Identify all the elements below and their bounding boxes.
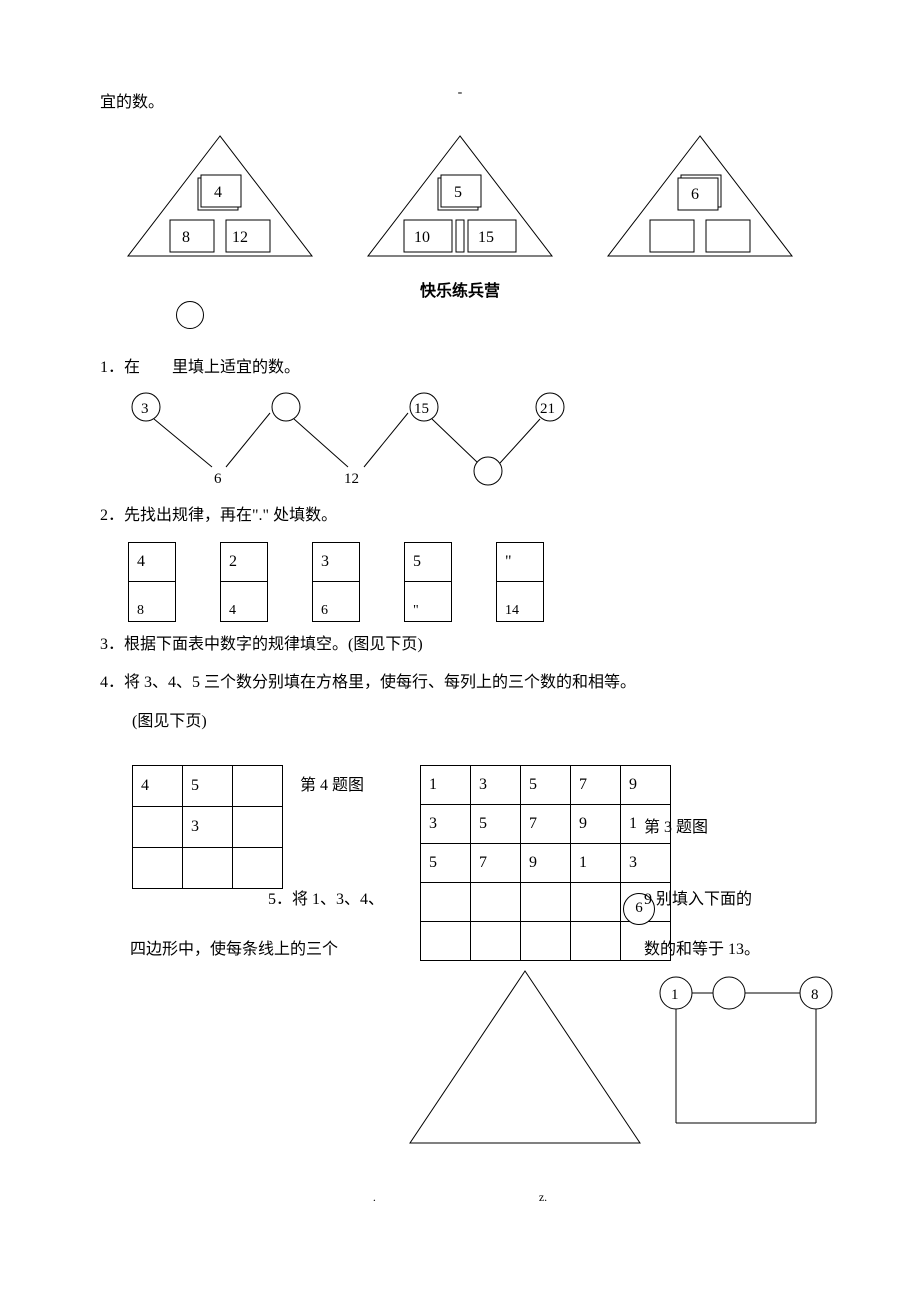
tri3-top: 6 <box>691 186 699 203</box>
q2-top: 3 <box>312 542 360 582</box>
big-triangle-icon <box>400 963 650 1153</box>
cell: 9 <box>621 765 671 804</box>
q5-line2b: 数的和等于 13。 <box>644 935 760 959</box>
cell <box>233 765 283 806</box>
cell: 7 <box>571 765 621 804</box>
cell <box>421 882 471 921</box>
section-title: 快乐练兵营 <box>100 277 820 301</box>
q2-top: 2 <box>220 542 268 582</box>
q2-text: 2．先找出规律，再在"." 处填数。 <box>100 501 820 531</box>
q4-grid: 45 3 <box>132 765 283 889</box>
q2-top: " <box>496 542 544 582</box>
q1-b2: 12 <box>344 471 359 487</box>
cell: 5 <box>471 804 521 843</box>
cell: 5 <box>183 765 233 806</box>
q2-box: 5 " <box>404 542 452 622</box>
q3-text: 3．根据下面表中数字的规律填空。(图见下页) <box>100 630 820 660</box>
q2-bot: 4 <box>220 582 268 622</box>
tri2-right: 15 <box>478 229 494 246</box>
cell: 3 <box>421 804 471 843</box>
q345-area: 45 3 第 4 题图 13579 35791 57913 第 3 题图 5．将… <box>100 745 820 1165</box>
q5-g-left: 1 <box>671 987 679 1003</box>
q2-box: 3 6 <box>312 542 360 622</box>
q1-prefix: 1．在 <box>100 359 140 376</box>
q2-bot: 14 <box>496 582 544 622</box>
cell <box>133 847 183 888</box>
q2-bot: 6 <box>312 582 360 622</box>
q5-line2a: 四边形中，使每条线上的三个 <box>130 935 338 959</box>
cell <box>421 921 471 960</box>
tri1-left: 8 <box>182 229 190 246</box>
cell: 5 <box>521 765 571 804</box>
triangle-3: 6 <box>600 128 800 263</box>
q5-part1: 5．将 1、3、4、 <box>268 885 384 909</box>
q1-b1: 6 <box>214 471 222 487</box>
triangle-1: 4 8 12 <box>120 128 320 263</box>
q2-box: 4 8 <box>128 542 176 622</box>
cell: 1 <box>571 843 621 882</box>
cell <box>571 882 621 921</box>
cell: 7 <box>471 843 521 882</box>
q1-diagram: 3 6 12 15 21 <box>120 383 680 493</box>
q1-c1: 3 <box>141 401 149 417</box>
cell <box>521 921 571 960</box>
blank-circle-icon <box>176 301 204 329</box>
q2-box: " 14 <box>496 542 544 622</box>
tri1-right: 12 <box>232 229 248 246</box>
cell <box>571 921 621 960</box>
cell <box>233 806 283 847</box>
q2-top: 5 <box>404 542 452 582</box>
q2-box: 2 4 <box>220 542 268 622</box>
q5-graph: 1 8 <box>656 973 836 1133</box>
q4-sub: (图见下页) <box>100 707 820 737</box>
cell <box>133 806 183 847</box>
triangle-row: 4 8 12 5 10 15 <box>100 128 820 263</box>
q1-c3: 15 <box>414 401 429 417</box>
footer: . z. <box>0 1190 920 1205</box>
q2-top: 4 <box>128 542 176 582</box>
cell: 1 <box>421 765 471 804</box>
cell: 3 <box>621 843 671 882</box>
cell: 9 <box>571 804 621 843</box>
q2-row: 4 8 2 4 3 6 5 " " 14 <box>128 542 820 622</box>
cell <box>233 847 283 888</box>
q1-c4: 21 <box>540 401 555 417</box>
q5-g-right: 8 <box>811 987 819 1003</box>
q4-text: 4．将 3、4、5 三个数分别填在方格里，使每行、每列上的三个数的和相等。 <box>100 668 820 698</box>
tri2-top: 5 <box>454 184 462 201</box>
cell: 3 <box>183 806 233 847</box>
cell <box>183 847 233 888</box>
cell <box>521 882 571 921</box>
tri1-top: 4 <box>214 184 222 201</box>
cell: 5 <box>421 843 471 882</box>
footer-dot: . <box>373 1190 376 1204</box>
tri2-left: 10 <box>414 229 430 246</box>
triangle-2: 5 10 15 <box>360 128 560 263</box>
cell: 7 <box>521 804 571 843</box>
q1-text: 1．在 里填上适宜的数。 <box>100 353 820 377</box>
q3-label: 第 3 题图 <box>644 813 708 837</box>
q3-grid: 13579 35791 57913 <box>420 765 671 961</box>
q1-suffix: 里填上适宜的数。 <box>172 359 300 376</box>
q2-bot: " <box>404 582 452 622</box>
q2-bot: 8 <box>128 582 176 622</box>
q4-label: 第 4 题图 <box>300 771 364 795</box>
cell <box>471 882 521 921</box>
cell <box>471 921 521 960</box>
header-dash: - <box>0 85 920 101</box>
cell: 3 <box>471 765 521 804</box>
cell: 4 <box>133 765 183 806</box>
q5-part2: 9 别填入下面的 <box>644 885 752 909</box>
cell: 9 <box>521 843 571 882</box>
footer-z: z. <box>539 1190 547 1204</box>
